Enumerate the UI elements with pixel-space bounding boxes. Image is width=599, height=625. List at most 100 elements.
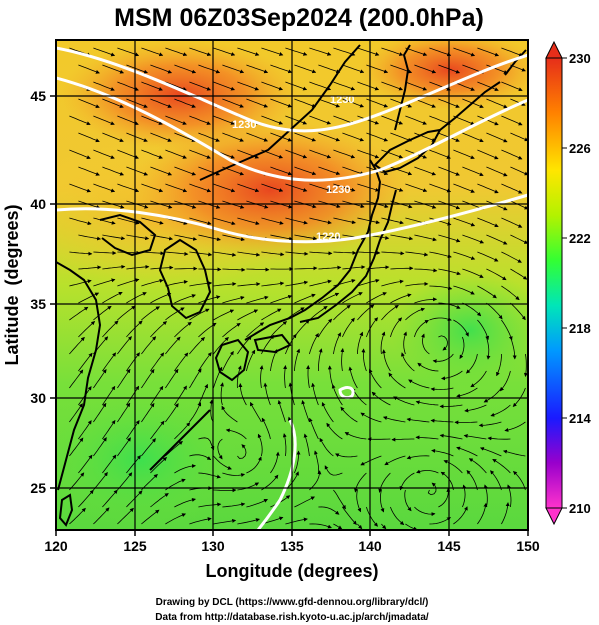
streamline-478 (502, 449, 526, 457)
streamline-323 (78, 321, 96, 338)
streamline-443 (150, 420, 165, 440)
streamline-371 (294, 348, 301, 372)
credit-data-source: Data from http://database.rish.kyoto-u.a… (155, 612, 429, 623)
streamline-397 (430, 387, 454, 392)
streamline-77 (93, 115, 115, 126)
y-tick-30: 30 (30, 390, 46, 406)
streamline-348 (213, 336, 229, 355)
streamline-210 (102, 234, 126, 241)
streamline-36 (486, 64, 508, 74)
streamline-310 (213, 309, 235, 321)
y-tick-45: 45 (30, 88, 46, 104)
streamline-164 (357, 183, 380, 192)
streamline-51 (381, 81, 404, 91)
streamline-555 (501, 502, 510, 525)
streamline-344 (117, 336, 132, 355)
streamline-90 (405, 115, 427, 125)
streamline-464 (189, 454, 212, 460)
streamline-447 (225, 428, 247, 440)
streamline-380 (499, 370, 511, 392)
streamline-389 (259, 365, 264, 389)
streamline-484 (198, 472, 221, 479)
streamline-239 (333, 250, 357, 255)
streamline-519 (102, 489, 118, 508)
streamline-553 (453, 506, 468, 525)
streamline-388 (236, 365, 242, 389)
streamline-409 (263, 382, 271, 406)
streamline-480 (102, 454, 117, 474)
streamline-292 (246, 295, 269, 304)
streamline-384 (141, 368, 155, 389)
streamline-5 (189, 47, 212, 57)
streamline-43 (189, 81, 212, 91)
streamline-89 (381, 115, 404, 125)
streamline-495 (443, 460, 463, 474)
plot-area: 1230 1230 1230 1220 (56, 40, 528, 530)
streamline-298 (390, 293, 412, 304)
streamline-477 (479, 447, 502, 457)
streamline-355 (380, 331, 386, 355)
coastline-ryukyu (149, 409, 211, 471)
streamline-377 (417, 362, 439, 372)
streamline-124 (309, 149, 332, 159)
streamline-513 (427, 482, 437, 496)
streamline-118 (165, 149, 187, 159)
streamline-96 (102, 132, 124, 143)
streamline-434 (382, 416, 406, 423)
streamline-345 (141, 336, 157, 355)
streamline-378 (441, 370, 463, 381)
streamline-354 (357, 331, 364, 355)
streamline-539 (117, 507, 134, 525)
streamline-223 (414, 234, 437, 242)
streamline-426 (209, 399, 214, 423)
streamline-542 (189, 517, 212, 525)
x-tick-120: 120 (44, 538, 68, 554)
streamline-540 (141, 509, 160, 525)
x-tick-150: 150 (516, 538, 540, 554)
streamline-111 (462, 132, 484, 143)
streamline-319 (429, 317, 452, 322)
streamline-97 (126, 132, 148, 142)
streamline-248 (102, 264, 126, 270)
streamline-53 (429, 81, 451, 91)
streamline-324 (102, 320, 119, 338)
x-tick-135: 135 (280, 538, 304, 554)
streamline-497 (492, 458, 511, 474)
streamline-159 (237, 183, 260, 193)
streamline-93 (477, 115, 499, 126)
streamline-158 (213, 183, 236, 193)
streamline-281 (429, 285, 453, 291)
streamline-362 (78, 352, 93, 372)
contour-label-3: 1230 (326, 184, 350, 196)
streamline-407 (220, 382, 224, 406)
streamline-162 (309, 183, 332, 192)
streamline-21 (126, 64, 149, 74)
streamline-9 (285, 47, 308, 56)
streamline-524 (222, 502, 246, 508)
streamline-332 (294, 319, 310, 338)
streamline-229 (93, 250, 117, 255)
streamline-52 (405, 81, 428, 91)
streamline-191 (93, 217, 116, 225)
streamline-257 (318, 265, 342, 270)
streamline-466 (237, 444, 247, 459)
streamline-218 (294, 234, 318, 241)
streamline-117 (141, 149, 163, 159)
streamline-84 (261, 115, 284, 125)
streamline-318 (405, 307, 426, 321)
streamline-327 (174, 321, 192, 338)
streamline-151 (510, 166, 528, 176)
streamline-489 (314, 450, 320, 474)
streamline-86 (309, 115, 332, 125)
streamline-91 (429, 115, 451, 125)
streamline-131 (477, 149, 499, 160)
streamline-28 (294, 64, 317, 74)
x-axis-tick-marks (55, 530, 529, 536)
streamline-134 (102, 166, 125, 176)
streamline-99 (174, 132, 196, 142)
streamline-294 (294, 293, 316, 304)
streamline-295 (318, 292, 340, 304)
streamline-334 (342, 317, 355, 338)
streamline-381 (69, 369, 84, 389)
streamline-244 (453, 251, 476, 260)
